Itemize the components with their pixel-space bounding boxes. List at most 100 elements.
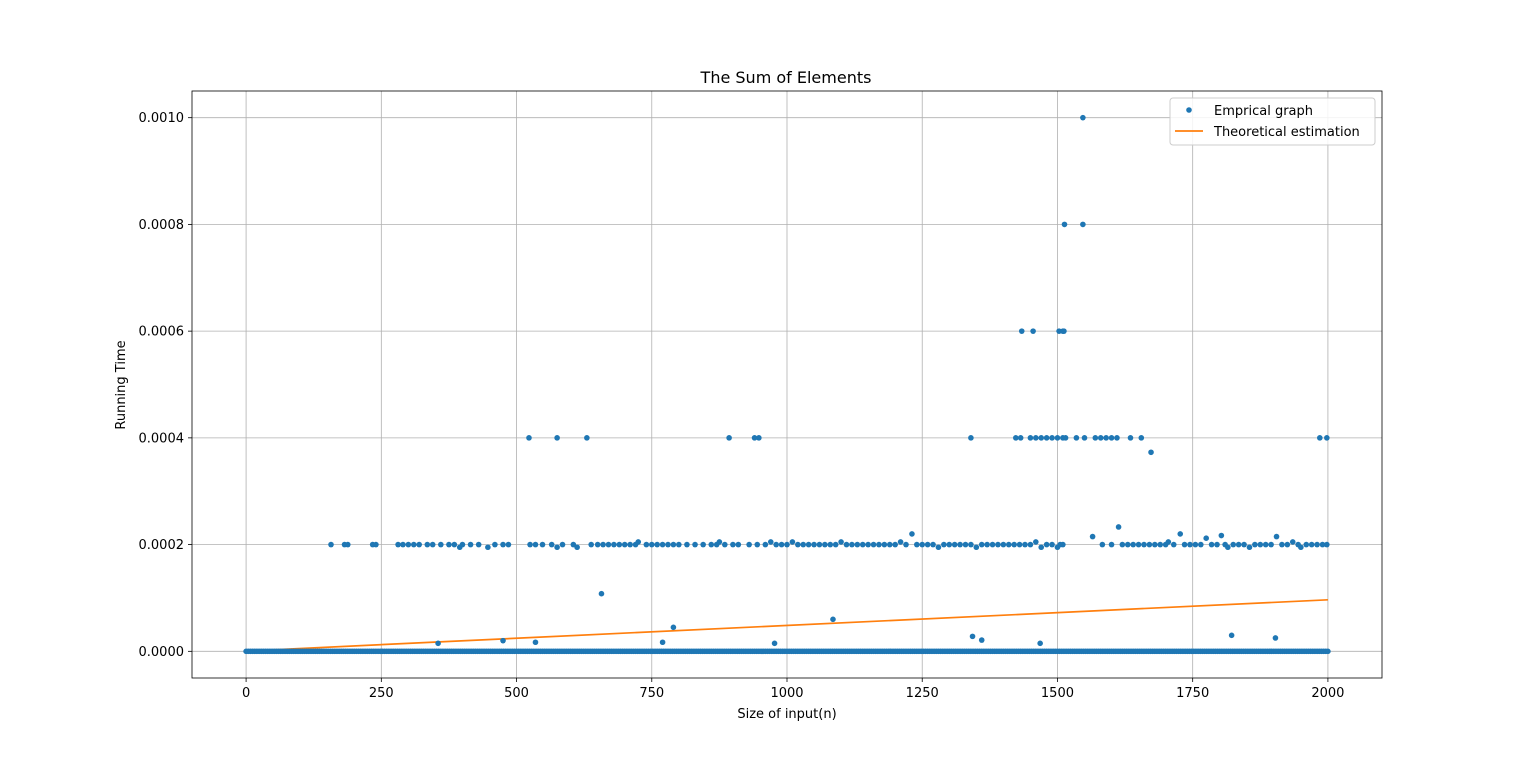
data-point bbox=[670, 541, 677, 548]
data-point bbox=[1284, 541, 1291, 548]
data-point bbox=[1099, 541, 1106, 548]
data-point bbox=[1246, 544, 1253, 551]
data-point bbox=[1061, 328, 1067, 334]
y-tick-label: 0.0008 bbox=[139, 218, 185, 233]
data-point bbox=[859, 541, 866, 548]
data-point bbox=[1080, 221, 1086, 228]
data-point bbox=[611, 541, 617, 548]
x-tick-label: 1750 bbox=[1176, 686, 1209, 701]
data-point bbox=[400, 541, 406, 548]
data-point bbox=[559, 541, 566, 548]
data-point bbox=[1038, 544, 1045, 551]
data-point bbox=[1018, 328, 1025, 334]
data-point bbox=[1115, 524, 1122, 530]
data-point bbox=[416, 541, 422, 548]
data-point bbox=[410, 541, 417, 548]
data-point bbox=[467, 541, 474, 548]
data-point bbox=[984, 541, 990, 548]
data-point bbox=[405, 541, 412, 548]
data-point bbox=[811, 541, 817, 548]
data-point bbox=[485, 544, 491, 551]
data-point bbox=[1181, 541, 1188, 548]
data-point bbox=[451, 541, 458, 548]
y-tick-label: 0.0004 bbox=[139, 431, 185, 446]
data-point bbox=[865, 541, 871, 548]
data-point bbox=[574, 544, 580, 551]
data-point bbox=[1192, 541, 1199, 548]
data-point bbox=[500, 637, 506, 644]
data-point bbox=[1165, 539, 1172, 545]
data-point bbox=[1187, 541, 1193, 548]
data-point bbox=[1146, 541, 1153, 548]
data-point bbox=[395, 541, 401, 548]
data-point bbox=[1127, 435, 1134, 441]
data-point bbox=[773, 541, 779, 548]
x-tick-label: 2000 bbox=[1311, 686, 1344, 701]
data-point bbox=[554, 435, 560, 441]
data-point bbox=[1152, 541, 1158, 548]
data-point bbox=[784, 541, 790, 548]
data-point bbox=[1005, 541, 1012, 548]
data-point bbox=[1011, 541, 1017, 548]
data-point bbox=[924, 541, 931, 548]
data-point bbox=[962, 541, 969, 548]
data-point bbox=[500, 541, 506, 548]
data-point bbox=[767, 539, 774, 545]
data-point bbox=[722, 541, 728, 548]
data-point bbox=[1325, 648, 1331, 655]
data-point bbox=[897, 539, 904, 545]
data-point bbox=[1089, 533, 1096, 540]
data-point bbox=[616, 541, 623, 548]
data-point bbox=[532, 541, 539, 548]
data-point bbox=[1092, 435, 1099, 441]
data-point bbox=[989, 541, 996, 548]
data-point bbox=[648, 541, 655, 548]
data-point bbox=[588, 541, 594, 548]
data-point bbox=[930, 541, 936, 548]
data-point bbox=[1016, 541, 1023, 548]
data-point bbox=[1060, 541, 1066, 548]
data-point bbox=[903, 541, 909, 548]
data-point bbox=[492, 541, 498, 548]
data-point bbox=[505, 541, 512, 548]
data-point bbox=[1022, 541, 1028, 548]
data-point bbox=[1228, 632, 1235, 639]
data-point bbox=[435, 640, 441, 647]
data-point bbox=[838, 539, 844, 545]
data-point bbox=[805, 541, 812, 548]
data-point bbox=[1225, 544, 1231, 551]
data-point bbox=[789, 539, 796, 545]
data-point bbox=[832, 541, 839, 548]
data-point bbox=[978, 541, 985, 548]
data-point bbox=[328, 541, 334, 548]
data-point bbox=[1049, 435, 1055, 441]
data-point bbox=[919, 541, 926, 548]
data-point bbox=[692, 541, 698, 548]
data-point bbox=[1230, 541, 1237, 548]
data-point bbox=[978, 637, 985, 643]
data-point bbox=[886, 541, 893, 548]
data-point bbox=[1324, 435, 1330, 441]
data-point bbox=[1203, 535, 1209, 541]
data-point bbox=[969, 633, 976, 640]
data-point bbox=[827, 541, 834, 548]
data-point bbox=[1027, 435, 1034, 441]
data-point bbox=[1289, 539, 1296, 545]
data-point bbox=[594, 541, 601, 548]
data-point bbox=[527, 541, 533, 548]
data-point bbox=[1208, 541, 1215, 548]
data-point bbox=[605, 541, 612, 548]
data-point bbox=[459, 541, 466, 548]
x-tick-label: 750 bbox=[639, 686, 664, 701]
data-point bbox=[532, 639, 539, 646]
x-tick-label: 1500 bbox=[1041, 686, 1074, 701]
data-point bbox=[854, 541, 861, 548]
data-point bbox=[968, 541, 974, 548]
data-point bbox=[822, 541, 828, 548]
data-point bbox=[1303, 541, 1310, 548]
data-point bbox=[1177, 531, 1184, 537]
data-point bbox=[643, 541, 650, 548]
data-point bbox=[1235, 541, 1242, 548]
x-tick-label: 250 bbox=[369, 686, 394, 701]
